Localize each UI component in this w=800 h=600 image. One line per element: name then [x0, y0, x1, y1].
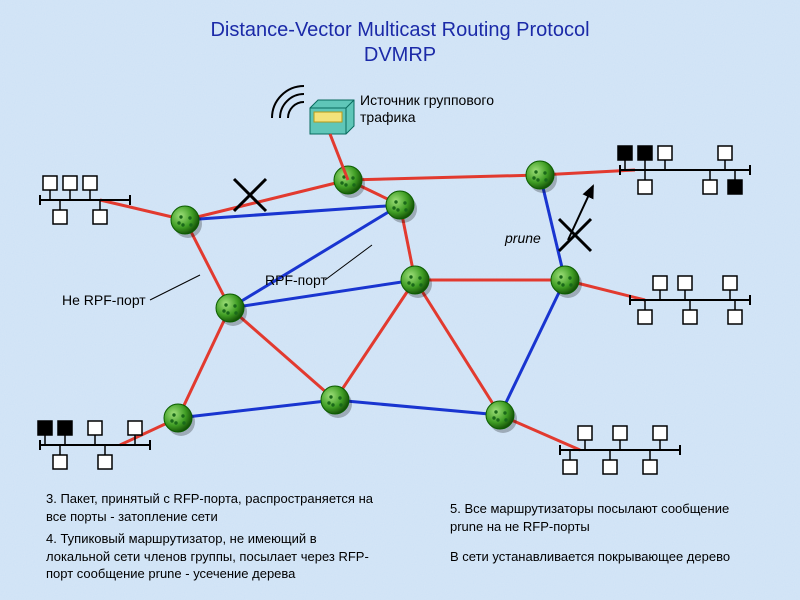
- edge: [335, 400, 500, 415]
- caption-6: В сети устанавливается покрывающее дерев…: [450, 548, 760, 566]
- edge: [415, 280, 500, 415]
- host-icon: [653, 426, 667, 440]
- label-rpf: RPF-порт: [265, 272, 327, 289]
- signal-arc-icon: [288, 102, 304, 118]
- host-icon: [53, 210, 67, 224]
- router-icon: [334, 166, 365, 198]
- host-icon: [618, 146, 632, 160]
- lan-segment: [38, 421, 150, 469]
- edge: [178, 400, 335, 418]
- host-icon: [578, 426, 592, 440]
- host-icon: [88, 421, 102, 435]
- host-icon: [98, 455, 112, 469]
- host-icon: [603, 460, 617, 474]
- host-icon: [638, 146, 652, 160]
- label-not-rpf: Не RPF-порт: [62, 292, 146, 309]
- label-prune: prune: [505, 230, 541, 247]
- lan-segment: [560, 426, 680, 474]
- edge: [500, 280, 565, 415]
- host-icon: [643, 460, 657, 474]
- host-icon: [613, 426, 627, 440]
- host-icon: [703, 180, 717, 194]
- prune-arrow: [568, 186, 593, 240]
- lan-segment: [630, 276, 750, 324]
- host-icon: [638, 180, 652, 194]
- host-icon: [638, 310, 652, 324]
- edge: [348, 175, 540, 180]
- host-icon: [38, 421, 52, 435]
- host-icon: [723, 276, 737, 290]
- router-icon: [526, 161, 557, 193]
- server-icon: [272, 86, 354, 134]
- host-icon: [63, 176, 77, 190]
- router-icon: [171, 206, 202, 238]
- prune-cross-icon: [234, 179, 266, 211]
- router-icon: [486, 401, 517, 433]
- caption-4: 4. Тупиковый маршрутизатор, не имеющий в…: [46, 530, 376, 583]
- host-icon: [43, 176, 57, 190]
- host-icon: [563, 460, 577, 474]
- edge: [230, 205, 400, 308]
- host-icon: [53, 455, 67, 469]
- router-icon: [386, 191, 417, 223]
- router-icon: [551, 266, 582, 298]
- edge: [335, 280, 415, 400]
- leader-line: [150, 275, 200, 300]
- lan-segment: [618, 146, 750, 194]
- edge: [178, 308, 230, 418]
- router-icon: [164, 404, 195, 436]
- leader-line: [325, 245, 372, 280]
- host-icon: [728, 310, 742, 324]
- router-icon: [321, 386, 352, 418]
- host-icon: [728, 180, 742, 194]
- host-icon: [718, 146, 732, 160]
- edge: [230, 308, 335, 400]
- host-icon: [678, 276, 692, 290]
- lan-segment: [40, 176, 130, 224]
- caption-5: 5. Все маршрутизаторы посылают сообщение…: [450, 500, 760, 535]
- host-icon: [93, 210, 107, 224]
- host-icon: [58, 421, 72, 435]
- caption-3: 3. Пакет, принятый с RFP-порта, распрост…: [46, 490, 376, 525]
- host-icon: [683, 310, 697, 324]
- host-icon: [83, 176, 97, 190]
- label-source: Источник группового трафика: [360, 92, 540, 126]
- host-icon: [658, 146, 672, 160]
- host-icon: [653, 276, 667, 290]
- host-icon: [128, 421, 142, 435]
